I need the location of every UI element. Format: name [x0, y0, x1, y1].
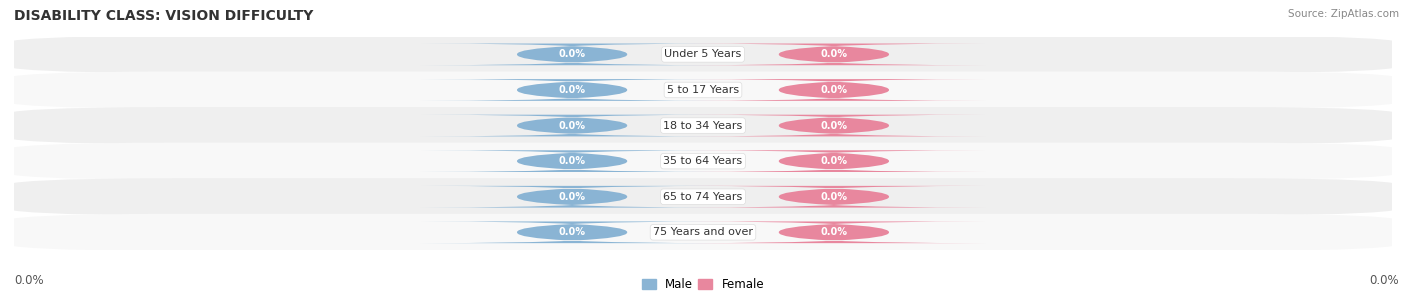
FancyBboxPatch shape — [682, 186, 986, 208]
Text: 0.0%: 0.0% — [558, 227, 586, 237]
FancyBboxPatch shape — [682, 44, 986, 65]
Text: 18 to 34 Years: 18 to 34 Years — [664, 120, 742, 131]
FancyBboxPatch shape — [682, 115, 986, 136]
Text: 0.0%: 0.0% — [820, 192, 848, 202]
Text: Source: ZipAtlas.com: Source: ZipAtlas.com — [1288, 9, 1399, 19]
FancyBboxPatch shape — [420, 186, 724, 208]
Text: 75 Years and over: 75 Years and over — [652, 227, 754, 237]
Text: DISABILITY CLASS: VISION DIFFICULTY: DISABILITY CLASS: VISION DIFFICULTY — [14, 9, 314, 23]
FancyBboxPatch shape — [0, 143, 1406, 180]
Text: 0.0%: 0.0% — [1369, 274, 1399, 287]
Text: 65 to 74 Years: 65 to 74 Years — [664, 192, 742, 202]
Text: 5 to 17 Years: 5 to 17 Years — [666, 85, 740, 95]
Text: 0.0%: 0.0% — [558, 85, 586, 95]
Text: 0.0%: 0.0% — [820, 227, 848, 237]
FancyBboxPatch shape — [682, 221, 986, 243]
Text: 0.0%: 0.0% — [820, 49, 848, 59]
Text: 0.0%: 0.0% — [558, 120, 586, 131]
FancyBboxPatch shape — [420, 221, 724, 243]
Text: 0.0%: 0.0% — [558, 156, 586, 166]
FancyBboxPatch shape — [420, 150, 724, 172]
Text: Under 5 Years: Under 5 Years — [665, 49, 741, 59]
FancyBboxPatch shape — [0, 107, 1406, 144]
FancyBboxPatch shape — [0, 36, 1406, 73]
FancyBboxPatch shape — [682, 150, 986, 172]
FancyBboxPatch shape — [0, 178, 1406, 215]
FancyBboxPatch shape — [0, 214, 1406, 251]
Text: 0.0%: 0.0% — [14, 274, 44, 287]
Text: 0.0%: 0.0% — [820, 85, 848, 95]
FancyBboxPatch shape — [682, 79, 986, 101]
FancyBboxPatch shape — [420, 79, 724, 101]
Text: 35 to 64 Years: 35 to 64 Years — [664, 156, 742, 166]
Text: 0.0%: 0.0% — [558, 192, 586, 202]
Text: 0.0%: 0.0% — [558, 49, 586, 59]
Legend: Male, Female: Male, Female — [641, 278, 765, 291]
FancyBboxPatch shape — [0, 71, 1406, 109]
FancyBboxPatch shape — [420, 115, 724, 136]
Text: 0.0%: 0.0% — [820, 156, 848, 166]
Text: 0.0%: 0.0% — [820, 120, 848, 131]
FancyBboxPatch shape — [420, 44, 724, 65]
